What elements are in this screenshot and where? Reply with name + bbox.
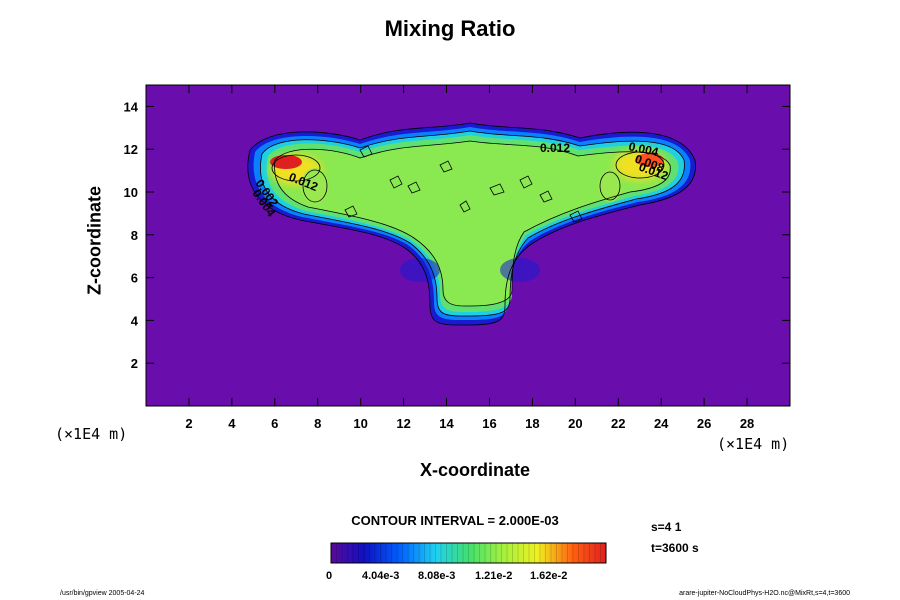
mixing-ratio-field (247, 122, 696, 326)
colorbar-tick: 1.62e-2 (530, 570, 568, 582)
x-tick-label: 2 (185, 416, 192, 431)
colorbar-tick: 4.04e-3 (362, 570, 400, 582)
x-tick-label: 6 (271, 416, 278, 431)
colorbar-tick: 8.08e-3 (418, 570, 456, 582)
x-tick-label: 10 (353, 416, 367, 431)
x-tick-label: 26 (697, 416, 711, 431)
x-tick-label: 16 (482, 416, 496, 431)
footer-command: /usr/bin/gpview 2005-04-24 (60, 590, 145, 597)
contour-label: 0.012 (540, 141, 570, 155)
y-tick-label: 8 (131, 228, 138, 243)
x-axis-label: X-coordinate (419, 460, 530, 480)
x-axis-unit: (×1E4 m) (717, 435, 790, 453)
x-axis-ticks: 2 4 6 8 10 12 14 16 18 20 22 24 26 28 (185, 85, 754, 431)
y-axis-unit: (×1E4 m) (55, 425, 128, 443)
footer-source: arare-jupiter-NoCloudPhys-H2O.nc@MixRt,s… (679, 590, 850, 597)
x-tick-label: 4 (228, 416, 236, 431)
x-tick-label: 28 (740, 416, 754, 431)
x-tick-label: 20 (568, 416, 582, 431)
x-tick-label: 14 (439, 416, 454, 431)
colorbar-tick: 1.21e-2 (475, 570, 513, 582)
chart-title: Mixing Ratio (384, 16, 516, 41)
x-tick-label: 12 (396, 416, 410, 431)
time-label: t=3600 s (651, 541, 699, 555)
y-axis-ticks: 2 4 6 8 10 12 14 (124, 99, 790, 371)
x-tick-label: 22 (611, 416, 625, 431)
y-tick-label: 6 (131, 271, 138, 286)
y-tick-label: 14 (124, 99, 139, 114)
y-tick-label: 4 (131, 313, 139, 328)
x-tick-label: 18 (525, 416, 539, 431)
colorbar-tick: 0 (326, 570, 333, 582)
y-tick-label: 10 (124, 185, 138, 200)
colorbar (331, 543, 606, 563)
y-tick-label: 12 (124, 142, 138, 157)
step-label: s=4 1 (651, 520, 682, 534)
contour-interval: CONTOUR INTERVAL = 2.000E-03 (351, 513, 559, 528)
y-tick-label: 2 (131, 356, 138, 371)
x-tick-label: 24 (654, 416, 669, 431)
x-tick-label: 8 (314, 416, 321, 431)
contour-label: 0.004 (627, 139, 660, 159)
